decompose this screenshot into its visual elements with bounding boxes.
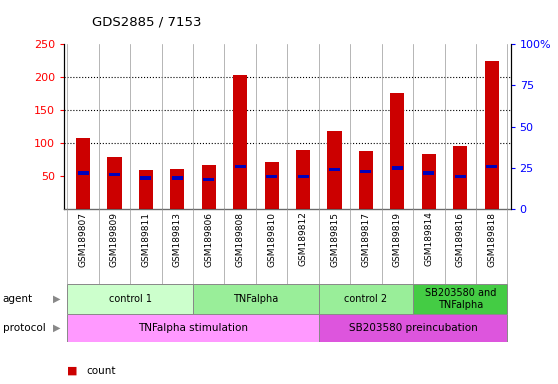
- Bar: [485, 61, 499, 209]
- Text: GSM189810: GSM189810: [267, 212, 276, 266]
- Text: GSM189811: GSM189811: [141, 212, 151, 266]
- Text: TNFalpha stimulation: TNFalpha stimulation: [138, 323, 248, 333]
- Text: GSM189809: GSM189809: [110, 212, 119, 266]
- Text: TNFalpha: TNFalpha: [233, 294, 278, 304]
- Bar: [422, 154, 436, 209]
- Bar: [296, 151, 310, 209]
- Text: GSM189814: GSM189814: [424, 212, 434, 266]
- Text: control 1: control 1: [109, 294, 152, 304]
- Text: protocol: protocol: [3, 323, 46, 333]
- Bar: [266, 175, 277, 178]
- Bar: [193, 284, 319, 314]
- Text: GSM189815: GSM189815: [330, 212, 339, 266]
- Bar: [264, 162, 279, 209]
- Bar: [233, 74, 247, 209]
- Text: GSM189818: GSM189818: [487, 212, 496, 266]
- Bar: [235, 165, 246, 168]
- Text: count: count: [86, 366, 116, 376]
- Bar: [391, 93, 405, 209]
- Bar: [453, 146, 468, 209]
- Bar: [486, 165, 497, 168]
- Bar: [201, 165, 216, 209]
- Bar: [297, 175, 309, 178]
- Bar: [328, 131, 341, 209]
- Bar: [203, 178, 214, 181]
- Bar: [107, 157, 122, 209]
- Bar: [76, 138, 90, 209]
- Text: SB203580 preincubation: SB203580 preincubation: [349, 323, 478, 333]
- Bar: [68, 314, 319, 342]
- Bar: [319, 284, 413, 314]
- Bar: [109, 173, 120, 176]
- Bar: [139, 170, 153, 209]
- Text: GDS2885 / 7153: GDS2885 / 7153: [92, 16, 201, 29]
- Bar: [68, 284, 193, 314]
- Text: GSM189806: GSM189806: [204, 212, 213, 266]
- Bar: [359, 151, 373, 209]
- Text: GSM189807: GSM189807: [79, 212, 88, 266]
- Bar: [319, 314, 507, 342]
- Bar: [170, 169, 184, 209]
- Text: GSM189812: GSM189812: [299, 212, 307, 266]
- Text: GSM189816: GSM189816: [456, 212, 465, 266]
- Text: ■: ■: [67, 366, 78, 376]
- Bar: [413, 284, 507, 314]
- Text: GSM189819: GSM189819: [393, 212, 402, 266]
- Bar: [455, 175, 466, 178]
- Text: GSM189808: GSM189808: [235, 212, 245, 266]
- Bar: [329, 168, 340, 171]
- Bar: [424, 171, 434, 175]
- Text: ▶: ▶: [53, 294, 60, 304]
- Text: SB203580 and
TNFalpha: SB203580 and TNFalpha: [425, 288, 496, 310]
- Text: agent: agent: [3, 294, 33, 304]
- Text: ▶: ▶: [53, 323, 60, 333]
- Bar: [141, 176, 151, 180]
- Bar: [392, 166, 403, 170]
- Text: GSM189813: GSM189813: [173, 212, 182, 266]
- Bar: [172, 176, 183, 180]
- Bar: [360, 170, 372, 173]
- Text: control 2: control 2: [344, 294, 387, 304]
- Text: GSM189817: GSM189817: [362, 212, 371, 266]
- Bar: [78, 171, 89, 175]
